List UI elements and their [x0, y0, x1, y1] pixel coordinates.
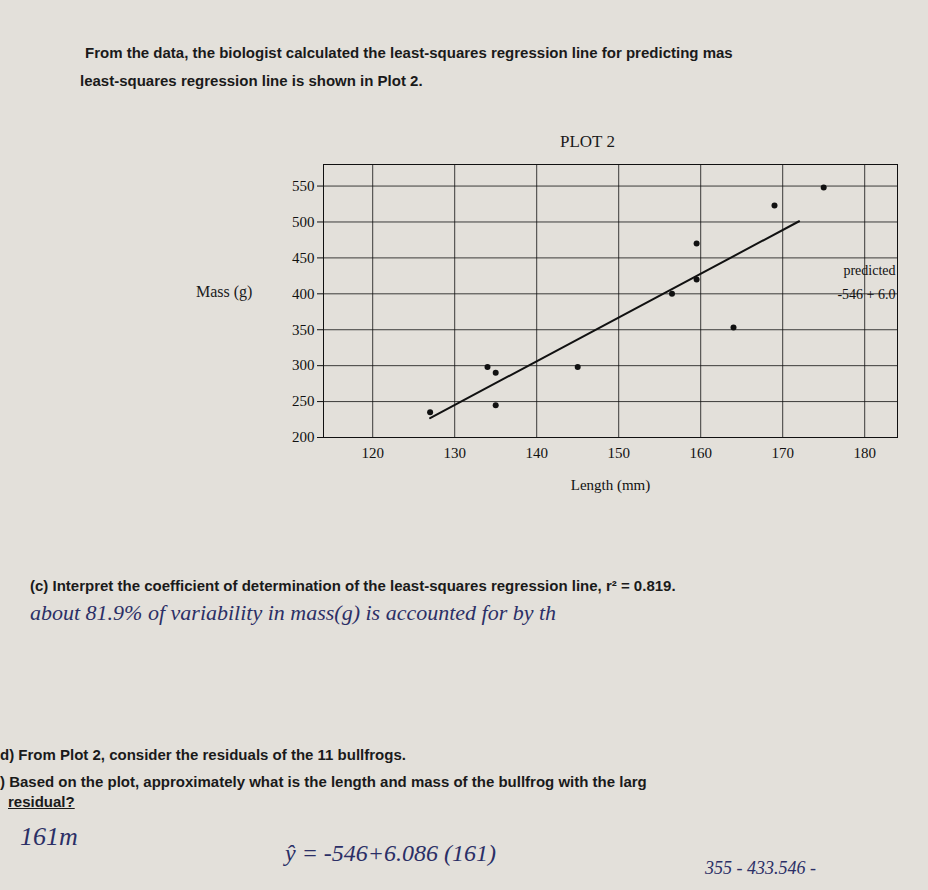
html-text:d) From Plot 2, consider the r: d) From Plot 2, consider the residuals o… [0, 746, 406, 763]
html-text:PLOT 2: PLOT 2 [560, 132, 615, 151]
html-text:From the data, the biologist c: From the data, the biologist calculated … [85, 44, 733, 61]
html-text:least-squares regression line: least-squares regression line is shown i… [80, 72, 423, 89]
svg-text:250: 250 [292, 393, 315, 409]
svg-text:300: 300 [292, 357, 315, 373]
html-text:) Based on the plot, approxima: ) Based on the plot, approximately what … [0, 773, 647, 790]
svg-text:350: 350 [292, 322, 315, 338]
svg-text:550: 550 [292, 178, 315, 194]
svg-text:180: 180 [853, 445, 876, 461]
svg-text:Length (mm): Length (mm) [571, 477, 651, 494]
svg-text:150: 150 [607, 445, 630, 461]
svg-text:predicted: predicted [843, 263, 895, 278]
html-text:(c) Interpret the coefficient: (c) Interpret the coefficient of determi… [30, 577, 676, 594]
svg-text:160: 160 [689, 445, 712, 461]
svg-text:500: 500 [292, 214, 315, 230]
svg-text:120: 120 [361, 445, 384, 461]
svg-text:-546 + 6.0: -546 + 6.0 [837, 287, 895, 302]
html-text:Mass (g): Mass (g) [196, 283, 253, 300]
svg-text:450: 450 [292, 250, 315, 266]
svg-text:200: 200 [292, 429, 315, 445]
svg-text:140: 140 [525, 445, 548, 461]
svg-text:130: 130 [443, 445, 466, 461]
html-text:ŷ = -546+6.086 (161): ŷ = -546+6.086 (161) [285, 840, 496, 866]
html-text:355 - 433.546 -: 355 - 433.546 - [705, 858, 816, 878]
html-text:161m: 161m [20, 822, 78, 851]
svg-text:170: 170 [771, 445, 794, 461]
html-text:about 81.9% of variability in: about 81.9% of variability in mass(g) is… [30, 600, 557, 625]
html-text:residual?: residual? [8, 793, 75, 810]
svg-text:400: 400 [292, 286, 315, 302]
